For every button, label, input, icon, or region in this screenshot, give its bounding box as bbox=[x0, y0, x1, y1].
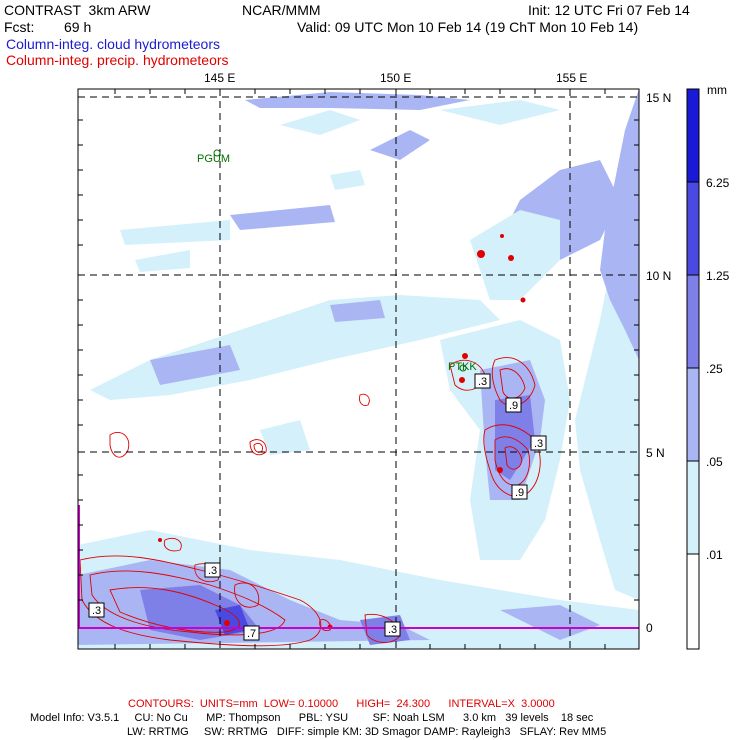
colorbar-label-.25: .25 bbox=[706, 362, 723, 376]
lon-label-145: 145 E bbox=[204, 71, 235, 85]
field-cloud-title: Column-integ. cloud hydrometeors bbox=[6, 36, 220, 52]
precip-cores bbox=[158, 234, 526, 630]
colorbar-swatch-2 bbox=[687, 182, 699, 275]
field-precip-title: Column-integ. precip. hydrometeors bbox=[6, 52, 229, 68]
contour-label: .7 bbox=[247, 628, 256, 640]
contour-label: .9 bbox=[515, 487, 524, 499]
colorbar-label-1.25: 1.25 bbox=[706, 269, 730, 283]
forecast-hour: 69 h bbox=[64, 19, 92, 35]
contour-label: .3 bbox=[478, 376, 487, 388]
map-frame bbox=[77, 88, 640, 650]
lat-label-0: 0 bbox=[646, 621, 653, 635]
lat-label-5n: 5 N bbox=[646, 446, 665, 460]
lat-label-10n: 10 N bbox=[646, 269, 671, 283]
colorbar-swatch-3 bbox=[687, 275, 699, 368]
colorbar-swatch-6 bbox=[687, 554, 699, 649]
contour-label: .3 bbox=[388, 624, 397, 636]
colorbar-label-6.25: 6.25 bbox=[706, 176, 730, 190]
org-label: NCAR/MMM bbox=[242, 2, 321, 18]
forecast-map: 145 E 150 E 155 E 15 N 10 N 5 N 0 PGUM P… bbox=[77, 71, 730, 650]
model-title: CONTRAST 3km ARW bbox=[4, 2, 151, 18]
station-label-ptkk: PTKK bbox=[448, 361, 477, 373]
lon-label-150: 150 E bbox=[380, 71, 411, 85]
axis-ticks bbox=[78, 89, 639, 649]
lon-label-155: 155 E bbox=[556, 71, 587, 85]
contour-label: .9 bbox=[509, 400, 518, 412]
forecast-label: Fcst: bbox=[4, 19, 35, 35]
contours-info: CONTOURS: UNITS=mm LOW= 0.10000 HIGH= 24… bbox=[128, 698, 555, 710]
contour-labels: .3 .3 .9 .3 .3 .3 .7 .9 bbox=[88, 373, 547, 641]
colorbar-label-.05: .05 bbox=[706, 455, 723, 469]
colorbar-swatch-1 bbox=[687, 89, 699, 182]
model-info: Model Info: V3.5.1 CU: No Cu MP: Thompso… bbox=[30, 712, 594, 724]
contour-label: .3 bbox=[92, 605, 101, 617]
valid-time: Valid: 09 UTC Mon 10 Feb 14 (19 ChT Mon … bbox=[297, 19, 639, 35]
colorbar-swatch-4 bbox=[687, 368, 699, 461]
lat-label-15n: 15 N bbox=[646, 91, 671, 105]
contour-label: .3 bbox=[534, 438, 543, 450]
cloud-shading bbox=[78, 89, 639, 649]
physics-info: LW: RRTMG SW: RRTMG DIFF: simple KM: 3D … bbox=[127, 726, 607, 738]
colorbar-unit: mm bbox=[707, 83, 727, 97]
station-marker-ptkk bbox=[459, 364, 467, 372]
colorbar-swatch-5 bbox=[687, 461, 699, 554]
colorbar: mm 6.25 1.25 .25 .05 .01 bbox=[686, 83, 730, 650]
lat-lon-grid bbox=[78, 89, 639, 649]
colorbar-label-.01: .01 bbox=[706, 548, 723, 562]
init-time: Init: 12 UTC Fri 07 Feb 14 bbox=[528, 2, 690, 18]
station-marker-pgum bbox=[213, 149, 221, 157]
contour-label: .3 bbox=[208, 565, 217, 577]
station-label-pgum: PGUM bbox=[197, 153, 230, 165]
